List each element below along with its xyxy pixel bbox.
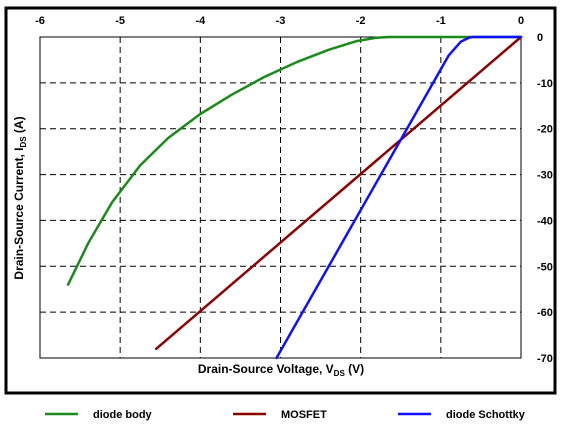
legend-label: MOSFET xyxy=(281,409,327,421)
legend-item: MOSFET xyxy=(233,409,327,421)
x-tick-label: -2 xyxy=(356,15,366,27)
y-tick-label: -20 xyxy=(537,124,553,136)
tick-labels: -6 -5 -4 -3 -2 -1 00-10-20-30-40-50-60-70 xyxy=(35,15,553,365)
x-axis-title-subscript: DS xyxy=(334,369,346,378)
y-tick-label: -40 xyxy=(537,215,553,227)
y-axis-title: Drain-Source Current, IDS (A) xyxy=(12,116,28,279)
series-lines xyxy=(66,35,523,360)
series-line-mosfet xyxy=(154,35,523,351)
y-tick-label: -70 xyxy=(537,353,553,365)
x-axis-title-unit: (V) xyxy=(345,362,364,376)
y-tick-label: -60 xyxy=(537,307,553,319)
x-tick-label: -5 xyxy=(115,15,125,27)
y-tick-label: -30 xyxy=(537,170,553,182)
y-tick-label: 0 xyxy=(537,32,543,44)
y-tick-label: -10 xyxy=(537,78,553,90)
legend-item: diode Schottky xyxy=(398,409,526,421)
x-tick-label: 0 xyxy=(518,15,524,27)
series-line-diode-schottky xyxy=(275,35,523,360)
y-axis-title-unit: (A) xyxy=(12,116,26,136)
y-axis-title-subscript: DS xyxy=(19,136,28,148)
x-tick-label: -3 xyxy=(276,15,286,27)
x-tick-label: -6 xyxy=(35,15,45,27)
legend-label: diode body xyxy=(93,409,153,421)
legend-item: diode body xyxy=(45,409,153,421)
x-tick-label: -4 xyxy=(195,15,206,27)
legend: diode body MOSFET diode Schottky xyxy=(45,409,526,421)
x-axis-title: Drain-Source Voltage, VDS (V) xyxy=(198,362,364,378)
x-tick-label: -1 xyxy=(436,15,446,27)
gridlines xyxy=(40,37,521,358)
plot-area-border xyxy=(39,36,522,359)
legend-label: diode Schottky xyxy=(446,409,526,421)
series-line-diode-body xyxy=(66,35,523,286)
y-tick-label: -50 xyxy=(537,261,553,273)
